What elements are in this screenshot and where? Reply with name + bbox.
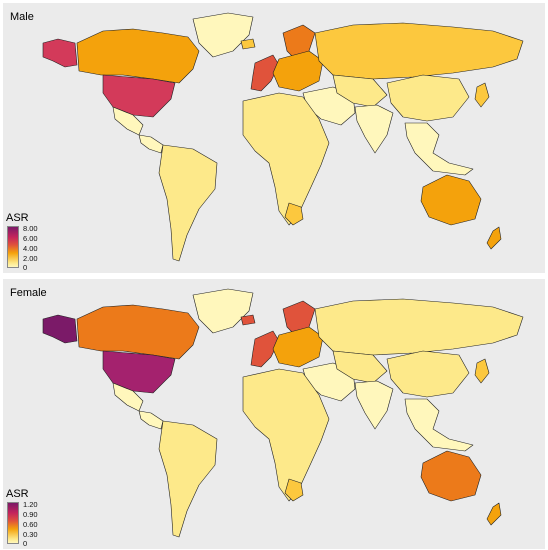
male-legend-tick: 8.00: [23, 224, 38, 233]
male-region-china: [386, 74, 470, 122]
female-legend: ASR 1.20 0.90 0.60 0.30 0: [6, 488, 66, 548]
female-legend-colorbar: [7, 502, 19, 544]
male-region-europe-east: [272, 50, 324, 92]
female-legend-tick: 0: [23, 539, 28, 548]
male-legend-tick: 6.00: [23, 234, 38, 243]
female-legend-tick: 0.60: [23, 520, 38, 529]
female-legend-tick: 0.90: [23, 510, 38, 519]
female-region-south-asia: [354, 380, 394, 430]
male-region-new-zealand: [486, 226, 502, 250]
female-region-south-america: [158, 420, 218, 538]
male-legend-tick: 4.00: [23, 244, 38, 253]
female-region-usa: [102, 350, 176, 394]
male-region-japan: [474, 82, 490, 108]
male-legend-tick: 2.00: [23, 254, 38, 263]
male-region-south-africa: [284, 202, 304, 226]
male-legend-tick: 0: [23, 263, 28, 272]
female-region-greenland: [192, 288, 254, 334]
male-region-south-america: [158, 144, 218, 262]
male-region-se-asia: [404, 122, 474, 176]
female-region-south-africa: [284, 478, 304, 502]
female-region-russia: [314, 298, 524, 356]
female-map-panel: Female ASR 1.20 0.90 0.60 0.30 0: [3, 279, 545, 549]
female-region-central-america: [138, 410, 164, 430]
female-region-europe-east: [272, 326, 324, 368]
male-region-south-asia: [354, 104, 394, 154]
female-panel-title: Female: [10, 287, 47, 299]
male-region-usa: [102, 74, 176, 118]
female-region-new-zealand: [486, 502, 502, 526]
male-region-alaska: [42, 38, 78, 68]
male-region-russia: [314, 22, 524, 80]
female-region-australia: [420, 450, 482, 502]
male-region-iceland: [240, 38, 256, 50]
male-legend-title: ASR: [6, 212, 29, 224]
male-map-panel: Male ASR 8.00 6.00 4.00 2.00 0: [3, 3, 545, 273]
male-region-canada: [76, 28, 200, 84]
male-legend: ASR 8.00 6.00 4.00 2.00 0: [6, 212, 66, 272]
female-region-se-asia: [404, 398, 474, 452]
male-world-map: [42, 12, 524, 262]
male-region-central-america: [138, 134, 164, 154]
female-region-japan: [474, 358, 490, 384]
female-world-map: [42, 288, 524, 538]
male-region-greenland: [192, 12, 254, 58]
male-legend-colorbar: [7, 226, 19, 268]
female-legend-tick: 1.20: [23, 500, 38, 509]
male-region-europe-west: [250, 54, 280, 92]
female-region-europe-west: [250, 330, 280, 368]
male-region-australia: [420, 174, 482, 226]
female-region-canada: [76, 304, 200, 360]
male-panel-title: Male: [10, 11, 34, 23]
female-region-iceland: [240, 314, 256, 326]
female-legend-tick: 0.30: [23, 530, 38, 539]
female-region-china: [386, 350, 470, 398]
female-legend-title: ASR: [6, 488, 29, 500]
female-region-alaska: [42, 314, 78, 344]
